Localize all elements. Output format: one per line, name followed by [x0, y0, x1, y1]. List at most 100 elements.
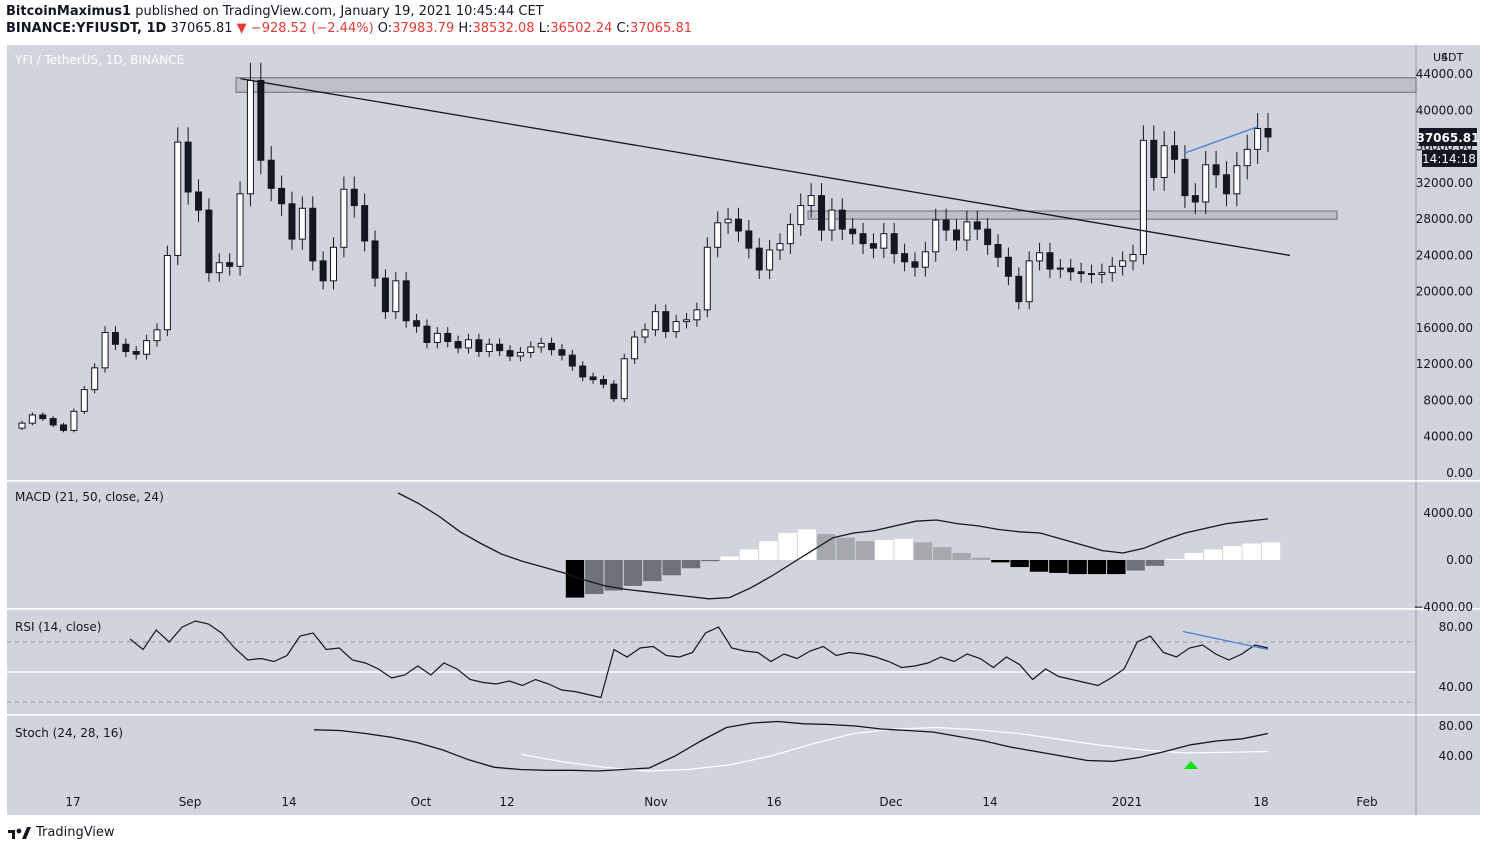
- stoch-tick-label: 40.00: [1439, 749, 1473, 763]
- candle-body: [1264, 128, 1272, 138]
- candle-body: [797, 205, 805, 226]
- candle-body: [994, 244, 1002, 258]
- candle-body: [195, 191, 203, 211]
- macd-histogram-bar: [1107, 560, 1126, 575]
- candle-body: [1025, 260, 1033, 303]
- macd-histogram-bar: [952, 552, 971, 560]
- rsi-title: RSI (14, close): [15, 620, 101, 634]
- x-tick-label: Oct: [411, 795, 432, 809]
- candle-body: [1139, 139, 1147, 256]
- candle-body: [506, 350, 514, 357]
- candle-body: [818, 195, 826, 231]
- candle-body: [1004, 256, 1012, 277]
- candle-body: [724, 218, 732, 224]
- candle-body: [1056, 267, 1064, 270]
- candle-body: [641, 329, 649, 338]
- candle-body: [444, 332, 452, 343]
- candle-body: [548, 342, 556, 351]
- macd-histogram-bar: [1049, 560, 1068, 573]
- candle-body: [163, 254, 171, 331]
- macd-histogram-bar: [971, 557, 991, 560]
- x-tick-label: 18: [1253, 795, 1268, 809]
- macd-histogram-bar: [1261, 542, 1281, 560]
- candle-body: [1036, 252, 1044, 262]
- candle-body: [18, 422, 26, 429]
- author[interactable]: BitcoinMaximus1: [6, 4, 132, 19]
- candle-body: [111, 331, 119, 345]
- candle-body: [558, 349, 566, 356]
- macd-line: [397, 492, 1269, 600]
- candle-body: [1119, 260, 1127, 267]
- macd-histogram-bar: [1203, 549, 1223, 560]
- candle-body: [433, 332, 441, 343]
- y-axis-unit: USDT: [1433, 51, 1464, 64]
- stoch-k-line: [313, 720, 1269, 772]
- candle-body: [1222, 174, 1230, 195]
- macd-histogram-bar: [623, 560, 643, 586]
- rsi-line: [129, 620, 1269, 699]
- candle-body: [1233, 165, 1241, 195]
- high-value: 38532.08: [472, 21, 535, 36]
- candle-body: [662, 311, 670, 333]
- candle-body: [153, 329, 161, 342]
- symbol: BINANCE:YFIUSDT, 1D: [6, 21, 167, 36]
- x-tick-label: 16: [766, 795, 781, 809]
- candle-body: [859, 233, 867, 245]
- candle-body: [683, 319, 691, 323]
- y-tick-label: 20000.00: [1416, 285, 1473, 299]
- candle-body: [1202, 164, 1210, 203]
- candle-body: [49, 418, 57, 426]
- candle-body: [1191, 195, 1199, 203]
- y-tick-label: 40000.00: [1416, 103, 1473, 117]
- y-tick-label: 28000.00: [1416, 212, 1473, 226]
- macd-histogram-bar: [585, 560, 604, 595]
- descending-trendline: [240, 78, 1291, 257]
- macd-histogram-bar: [565, 560, 585, 598]
- macd-histogram-bar: [662, 560, 681, 576]
- candle-body: [703, 246, 711, 311]
- x-tick-label: Feb: [1356, 795, 1377, 809]
- x-tick-label: Dec: [879, 795, 902, 809]
- candle-body: [651, 311, 659, 331]
- footer-brand[interactable]: TradingView: [8, 825, 115, 840]
- macd-histogram-bar: [1242, 543, 1261, 560]
- macd-histogram-bar: [1068, 560, 1087, 575]
- close-label: C:: [616, 21, 630, 36]
- macd-histogram-bar: [720, 556, 739, 560]
- publish-date: published on TradingView.com, January 19…: [135, 4, 544, 19]
- candle-body: [371, 240, 379, 279]
- stoch-d-line: [521, 726, 1269, 772]
- candle-body: [672, 321, 680, 333]
- candle-body: [361, 205, 369, 242]
- candle-body: [610, 383, 618, 400]
- countdown-tag: [1422, 149, 1477, 167]
- macd-histogram-bar: [1126, 560, 1145, 571]
- macd-histogram-bar: [681, 560, 701, 569]
- candle-body: [838, 209, 846, 230]
- y-axis-top-tick: 4: [1441, 51, 1448, 64]
- candle-body: [849, 228, 857, 235]
- y-tick-label: 8000.00: [1423, 393, 1473, 407]
- candle-body: [890, 233, 898, 255]
- candle-body: [91, 367, 99, 391]
- macd-tick-label: 4000.00: [1423, 506, 1473, 520]
- candle-body: [475, 339, 483, 353]
- macd-histogram-bar: [701, 560, 720, 562]
- candle-body: [631, 336, 639, 360]
- candle-body: [226, 262, 234, 267]
- candle-body: [1150, 139, 1158, 178]
- candle-body: [1160, 145, 1168, 178]
- candle-body: [402, 280, 410, 322]
- candle-body: [122, 343, 130, 353]
- close-value: 37065.81: [629, 21, 692, 36]
- candle-body: [330, 246, 337, 282]
- candle-body: [1254, 128, 1262, 150]
- macd-histogram-bar: [1087, 560, 1107, 575]
- candle-body: [496, 343, 504, 352]
- candle-body: [80, 389, 88, 412]
- y-tick-label: 16000.00: [1416, 321, 1473, 335]
- candle-body: [288, 203, 296, 240]
- macd-tick-label: 0.00: [1446, 553, 1473, 567]
- candle-body: [714, 222, 722, 248]
